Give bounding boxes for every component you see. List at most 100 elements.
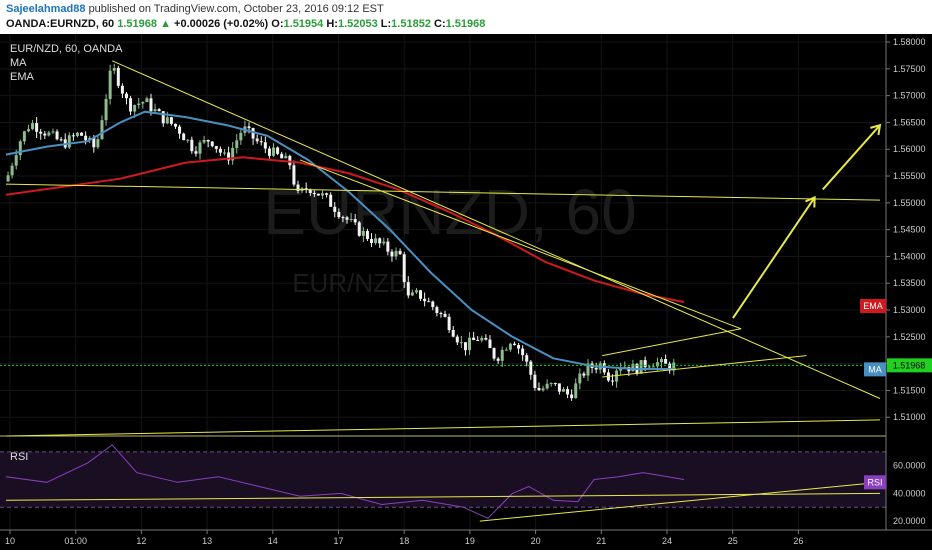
- time-tick-label: 20: [531, 536, 541, 546]
- candle-body: [31, 123, 35, 130]
- candle-body: [6, 175, 10, 182]
- candle-body: [43, 133, 47, 136]
- candle-body: [173, 123, 177, 127]
- trendlines[interactable]: [5, 60, 882, 437]
- candle-body: [26, 129, 30, 132]
- projection-arrow-shaft: [822, 124, 881, 191]
- candle-body: [443, 313, 447, 317]
- low-value: 1.51852: [391, 18, 431, 30]
- candle-body: [610, 380, 614, 382]
- candle-body: [218, 148, 222, 153]
- ema-line: [5, 156, 685, 303]
- candle-body: [149, 98, 153, 112]
- chart-svg[interactable]: EURNZD, 60 EUR/NZD 1.580001.575001.57000…: [0, 34, 932, 550]
- legend-rsi[interactable]: RSI: [10, 451, 28, 463]
- candle-body: [374, 238, 378, 244]
- close-value: 1.51968: [445, 18, 486, 30]
- ema-badge-box: [860, 299, 886, 313]
- ema-badge-label: EMA: [863, 301, 883, 311]
- change-arrow-icon: ▲: [160, 18, 171, 30]
- candle-body: [508, 343, 512, 350]
- candle-body: [345, 217, 349, 220]
- candle-body: [202, 139, 206, 143]
- candle-body: [304, 188, 308, 190]
- candle-body: [414, 290, 418, 293]
- candle-body: [51, 131, 55, 133]
- candle-body: [455, 336, 459, 343]
- candle-body: [198, 142, 202, 154]
- candle-body: [361, 231, 365, 236]
- legend-title[interactable]: EUR/NZD, 60, OANDA: [10, 43, 123, 55]
- candle-body: [276, 147, 280, 154]
- last-price: 1.51968: [117, 18, 158, 30]
- candle-body: [468, 337, 472, 351]
- candle-body: [512, 343, 516, 345]
- candle-body: [235, 140, 239, 148]
- candle-body: [129, 98, 133, 112]
- price-tick-label: 1.52500: [893, 332, 926, 342]
- candle-body: [594, 368, 598, 370]
- candle-body: [459, 342, 463, 344]
- candle-body: [570, 394, 574, 399]
- symbol-label[interactable]: OANDA:EURNZD, 60: [6, 18, 115, 30]
- watermark-pair: EUR/NZD: [292, 268, 408, 298]
- candle-body: [284, 155, 288, 159]
- legend-ema[interactable]: EMA: [10, 71, 35, 83]
- candle-body: [378, 238, 382, 244]
- rsi-tick-label: 20.0000: [893, 516, 926, 526]
- price-badge-label: 1.51968: [893, 360, 926, 370]
- rsi-trendline: [479, 481, 881, 522]
- author-name[interactable]: Sajeelahmad88: [6, 3, 86, 15]
- candle-body: [39, 131, 43, 134]
- price-tick-label: 1.51000: [893, 412, 926, 422]
- price-tick-label: 1.57500: [893, 64, 926, 74]
- candle-body: [312, 192, 316, 194]
- candle-body: [390, 251, 394, 257]
- candle-body: [553, 383, 557, 385]
- rsi-trendline: [5, 492, 881, 501]
- candle-body: [427, 301, 431, 303]
- close-label: C:: [434, 18, 446, 30]
- candle-body: [582, 373, 586, 376]
- candle-body: [59, 139, 63, 141]
- candle-body: [75, 132, 79, 136]
- rsi-trendlines[interactable]: [5, 481, 881, 522]
- candle-body: [308, 189, 312, 193]
- price-axis[interactable]: 1.58000 1.57500 1.57000 1.56500 1.56000 1.555…: [886, 37, 926, 422]
- candle-body: [263, 142, 267, 149]
- legend-ma[interactable]: MA: [10, 57, 27, 69]
- projection-arrow-shaft: [732, 196, 816, 319]
- time-axis[interactable]: 10 01:00 12 13 14 17 18 19 20 21 24 25 26: [5, 530, 803, 546]
- time-tick-label: 24: [662, 536, 672, 546]
- candle-body: [476, 340, 480, 342]
- ma-line: [5, 110, 676, 370]
- open-label: O:: [271, 18, 284, 30]
- candle-body: [537, 387, 541, 391]
- projection-arrow-head: [805, 195, 816, 208]
- candle-body: [643, 360, 647, 368]
- candle-body: [647, 366, 651, 368]
- chart-area[interactable]: EURNZD, 60 EUR/NZD 1.58000 1.57500 1.57000…: [0, 34, 932, 550]
- candle-body: [161, 111, 165, 124]
- candle-body: [321, 193, 325, 196]
- high-label: H:: [326, 18, 338, 30]
- candle-body: [120, 85, 124, 94]
- candle-body: [341, 217, 345, 219]
- candle-body: [55, 131, 59, 140]
- price-tick-label: 1.53000: [893, 305, 926, 315]
- rsi-axis[interactable]: 60.0000 40.0000 20.0000: [893, 461, 926, 526]
- high-value: 1.52053: [337, 18, 378, 30]
- candle-body: [353, 219, 357, 223]
- candle-body: [574, 383, 578, 399]
- candle-body: [660, 359, 663, 363]
- rsi-badge-label: RSI: [867, 477, 882, 487]
- candle-body: [382, 241, 386, 244]
- candle-body: [333, 206, 337, 212]
- candle-body: [116, 67, 120, 86]
- candle-body: [194, 151, 198, 154]
- candle-body: [549, 383, 553, 385]
- candle-body: [496, 358, 500, 361]
- candle-body: [22, 131, 26, 142]
- time-tick-label: 19: [465, 536, 475, 546]
- projection-arrow-head: [870, 123, 882, 136]
